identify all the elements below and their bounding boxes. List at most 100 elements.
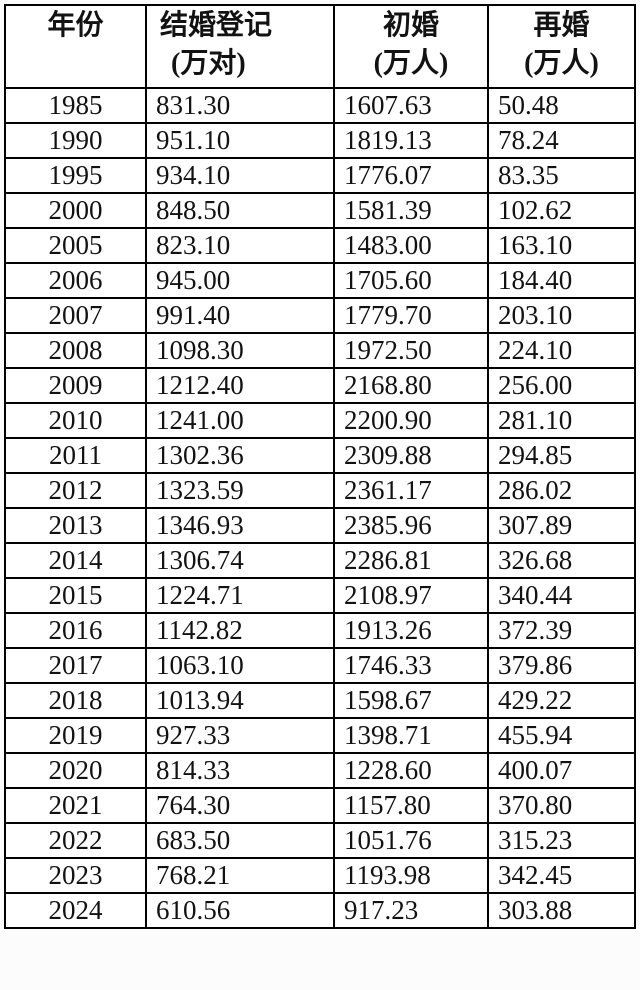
year-cell: 2012: [4, 472, 147, 509]
year-cell: 2006: [4, 262, 147, 299]
column-header-first-marriage-label: 初婚: [382, 10, 439, 41]
remarriage-cell: 203.10: [487, 297, 636, 334]
year-cell: 2010: [4, 402, 147, 439]
remarriage-cell: 50.48: [487, 87, 636, 124]
first-marriage-cell: 2168.80: [333, 367, 489, 404]
remarriage-cell: 379.86: [487, 647, 636, 684]
year-cell: 1985: [4, 87, 147, 124]
first-marriage-cell: 2385.96: [333, 507, 489, 544]
column-header-remarriage-unit: (万人): [524, 48, 599, 79]
first-marriage-cell: 1776.07: [333, 157, 489, 194]
remarriage-cell: 429.22: [487, 682, 636, 719]
marriage-registrations-cell: 945.00: [145, 262, 335, 299]
column-header-year: 年份: [4, 4, 147, 89]
marriage-registrations-cell: 927.33: [145, 717, 335, 754]
table-row: 2013 1346.93 2385.96 307.89: [4, 507, 636, 544]
table-row: 2021 764.30 1157.80 370.80: [4, 787, 636, 824]
column-header-first-marriage: 初婚 (万人): [333, 4, 489, 89]
remarriage-cell: 326.68: [487, 542, 636, 579]
remarriage-cell: 307.89: [487, 507, 636, 544]
year-cell: 2018: [4, 682, 147, 719]
first-marriage-cell: 2200.90: [333, 402, 489, 439]
year-cell: 2024: [4, 892, 147, 929]
year-cell: 2011: [4, 437, 147, 474]
marriage-registrations-cell: 814.33: [145, 752, 335, 789]
marriage-registrations-cell: 1323.59: [145, 472, 335, 509]
year-cell: 2017: [4, 647, 147, 684]
remarriage-cell: 340.44: [487, 577, 636, 614]
year-cell: 2014: [4, 542, 147, 579]
first-marriage-cell: 1228.60: [333, 752, 489, 789]
year-cell: 2000: [4, 192, 147, 229]
year-cell: 2016: [4, 612, 147, 649]
first-marriage-cell: 2286.81: [333, 542, 489, 579]
header-row: 年份 结婚登记 (万对) 初婚 (万人) 再婚 (万人): [4, 4, 636, 89]
remarriage-cell: 281.10: [487, 402, 636, 439]
table-row: 2000 848.50 1581.39 102.62: [4, 192, 636, 229]
table-row: 2016 1142.82 1913.26 372.39: [4, 612, 636, 649]
marriage-registrations-cell: 1306.74: [145, 542, 335, 579]
marriage-registrations-cell: 1346.93: [145, 507, 335, 544]
first-marriage-cell: 1398.71: [333, 717, 489, 754]
marriage-registrations-cell: 1142.82: [145, 612, 335, 649]
remarriage-cell: 372.39: [487, 612, 636, 649]
table-row: 1985 831.30 1607.63 50.48: [4, 87, 636, 124]
first-marriage-cell: 1819.13: [333, 122, 489, 159]
table-row: 2009 1212.40 2168.80 256.00: [4, 367, 636, 404]
remarriage-cell: 163.10: [487, 227, 636, 264]
first-marriage-cell: 1779.70: [333, 297, 489, 334]
marriage-registrations-cell: 848.50: [145, 192, 335, 229]
table-row: 2010 1241.00 2200.90 281.10: [4, 402, 636, 439]
table-row: 2008 1098.30 1972.50 224.10: [4, 332, 636, 369]
marriage-registrations-cell: 1224.71: [145, 577, 335, 614]
marriage-registrations-cell: 1212.40: [145, 367, 335, 404]
remarriage-cell: 400.07: [487, 752, 636, 789]
table-row: 1995 934.10 1776.07 83.35: [4, 157, 636, 194]
first-marriage-cell: 1051.76: [333, 822, 489, 859]
year-cell: 2009: [4, 367, 147, 404]
marriage-registrations-cell: 1098.30: [145, 332, 335, 369]
table-row: 2019 927.33 1398.71 455.94: [4, 717, 636, 754]
first-marriage-cell: 1581.39: [333, 192, 489, 229]
remarriage-cell: 286.02: [487, 472, 636, 509]
column-header-marriage-registrations-unit: (万对): [171, 48, 246, 79]
table-row: 2024 610.56 917.23 303.88: [4, 892, 636, 929]
marriage-registrations-cell: 831.30: [145, 87, 335, 124]
table-row: 2015 1224.71 2108.97 340.44: [4, 577, 636, 614]
table-header: 年份 结婚登记 (万对) 初婚 (万人) 再婚 (万人): [4, 4, 636, 89]
year-cell: 2013: [4, 507, 147, 544]
year-cell: 2007: [4, 297, 147, 334]
marriage-registrations-cell: 1063.10: [145, 647, 335, 684]
year-cell: 1995: [4, 157, 147, 194]
first-marriage-cell: 1598.67: [333, 682, 489, 719]
marriage-registrations-cell: 610.56: [145, 892, 335, 929]
marriage-statistics-table: 年份 结婚登记 (万对) 初婚 (万人) 再婚 (万人) 1985 831.30 1…: [4, 4, 636, 929]
table-body: 1985 831.30 1607.63 50.48 1990 951.10 1819.13 7…: [4, 87, 636, 929]
column-header-marriage-registrations-label: 结婚登记: [160, 10, 273, 41]
first-marriage-cell: 1705.60: [333, 262, 489, 299]
marriage-registrations-cell: 768.21: [145, 857, 335, 894]
year-cell: 2020: [4, 752, 147, 789]
table-row: 2007 991.40 1779.70 203.10: [4, 297, 636, 334]
column-header-marriage-registrations: 结婚登记 (万对): [145, 4, 335, 89]
first-marriage-cell: 1746.33: [333, 647, 489, 684]
marriage-registrations-cell: 764.30: [145, 787, 335, 824]
remarriage-cell: 78.24: [487, 122, 636, 159]
remarriage-cell: 256.00: [487, 367, 636, 404]
table-row: 2014 1306.74 2286.81 326.68: [4, 542, 636, 579]
first-marriage-cell: 1913.26: [333, 612, 489, 649]
remarriage-cell: 184.40: [487, 262, 636, 299]
first-marriage-cell: 1483.00: [333, 227, 489, 264]
first-marriage-cell: 1193.98: [333, 857, 489, 894]
marriage-registrations-cell: 823.10: [145, 227, 335, 264]
year-cell: 2023: [4, 857, 147, 894]
remarriage-cell: 315.23: [487, 822, 636, 859]
table-row: 2022 683.50 1051.76 315.23: [4, 822, 636, 859]
table-row: 1990 951.10 1819.13 78.24: [4, 122, 636, 159]
marriage-registrations-cell: 683.50: [145, 822, 335, 859]
table-row: 2012 1323.59 2361.17 286.02: [4, 472, 636, 509]
remarriage-cell: 303.88: [487, 892, 636, 929]
year-cell: 2019: [4, 717, 147, 754]
table-row: 2005 823.10 1483.00 163.10: [4, 227, 636, 264]
